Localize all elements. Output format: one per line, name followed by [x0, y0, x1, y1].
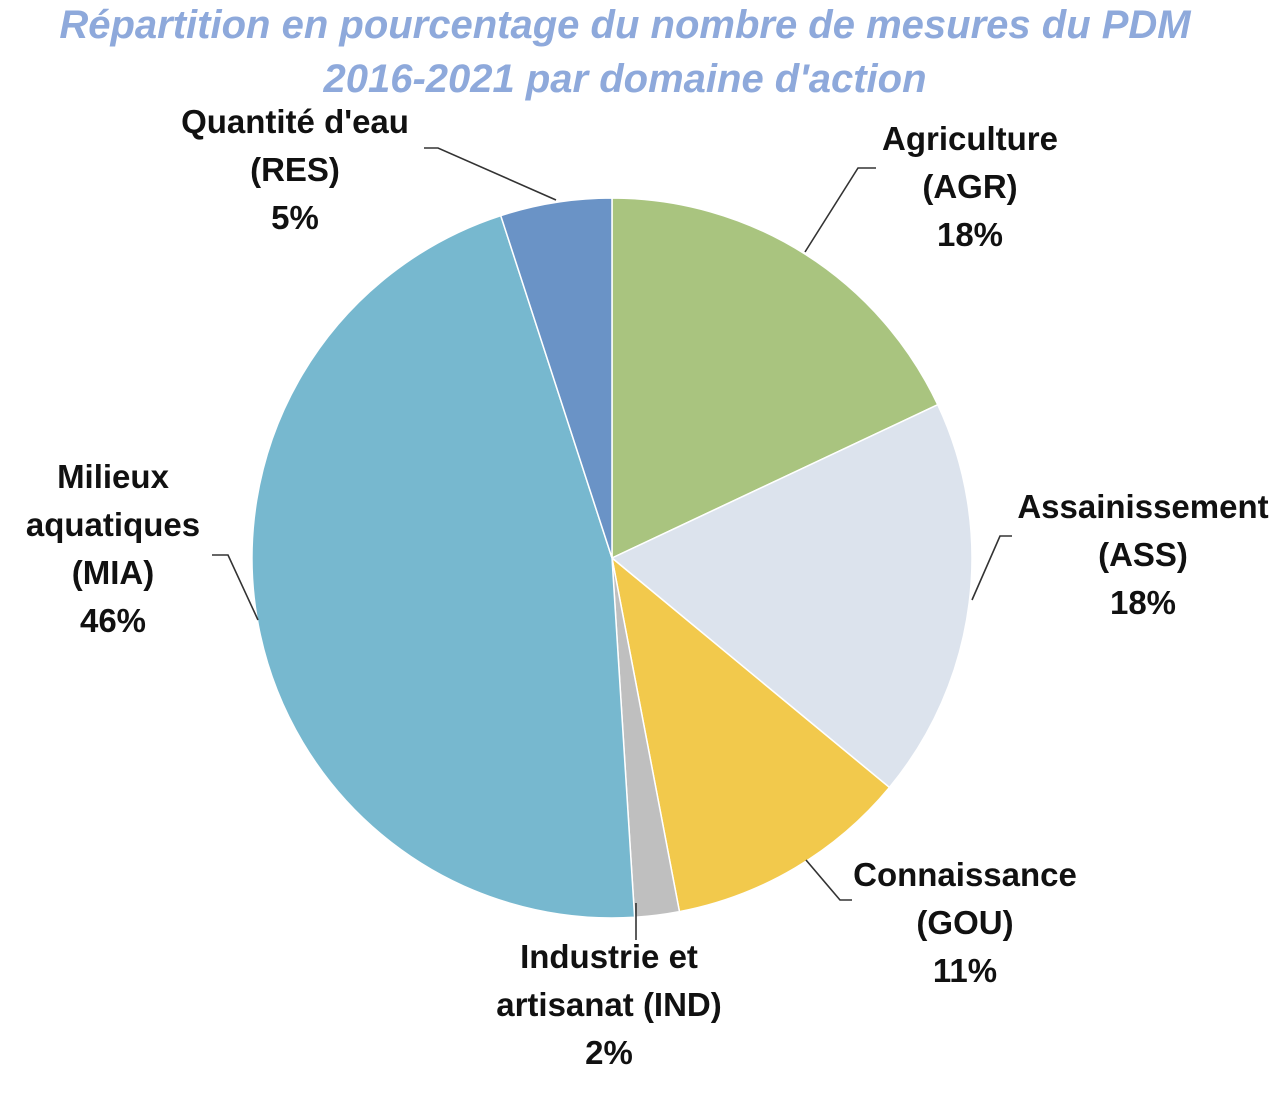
leader-line-agr — [804, 167, 876, 253]
leader-line-mia — [212, 554, 259, 621]
pie-slice-ass — [610, 403, 973, 789]
pie-slice-mia — [251, 214, 636, 919]
pie-slices — [251, 197, 973, 919]
chart-title-line-2: 2016-2021 par domaine d'action — [322, 57, 926, 101]
slice-label-line-ass: Assainissement — [1017, 488, 1268, 525]
leader-line-ass — [971, 535, 1012, 601]
leader-line-res — [424, 147, 557, 201]
pie-slice-gou — [610, 556, 891, 913]
slice-label-ass: Assainissement (ASS) 18% — [1017, 488, 1268, 621]
pie-slice-agr — [611, 197, 939, 560]
slice-label-line-res: (RES) — [250, 151, 340, 188]
chart-title: Répartition en pourcentage du nombre de … — [59, 3, 1192, 101]
slice-label-line-agr: (AGR) — [922, 168, 1017, 205]
slice-label-line-res: Quantité d'eau — [181, 103, 409, 140]
pie-slice-res — [499, 197, 613, 559]
slice-label-line-ind: artisanat (IND) — [496, 986, 722, 1023]
slice-label-line-mia: (MIA) — [72, 554, 154, 591]
leader-line-gou — [805, 859, 852, 901]
slice-label-res: Quantité d'eau (RES) 5% — [181, 103, 409, 236]
leader-lines — [212, 147, 1012, 940]
slice-label-line-gou: Connaissance — [853, 856, 1077, 893]
slice-labels: Agriculture (AGR) 18% Assainissement (ASS) 18… — [26, 103, 1269, 1071]
slice-label-mia: Milieux aquatiques (MIA) 46% — [26, 458, 200, 639]
chart-title-line-1: Répartition en pourcentage du nombre de … — [59, 3, 1192, 47]
slice-label-line-ind: Industrie et — [520, 938, 698, 975]
slice-label-gou: Connaissance (GOU) 11% — [853, 856, 1077, 989]
slice-label-line-agr: Agriculture — [882, 120, 1058, 157]
slice-label-line-ass: (ASS) — [1098, 536, 1188, 573]
slice-value-gou: 11% — [933, 952, 997, 989]
slice-label-line-mia: aquatiques — [26, 506, 200, 543]
slice-label-line-mia: Milieux — [57, 458, 170, 495]
slice-value-agr: 18% — [937, 216, 1003, 253]
slice-value-mia: 46% — [80, 602, 146, 639]
slice-value-ind: 2% — [585, 1034, 633, 1071]
slice-label-line-gou: (GOU) — [916, 904, 1013, 941]
slice-value-res: 5% — [271, 199, 319, 236]
slice-label-agr: Agriculture (AGR) 18% — [882, 120, 1058, 253]
slice-label-ind: Industrie et artisanat (IND) 2% — [496, 938, 722, 1071]
slice-value-ass: 18% — [1110, 584, 1176, 621]
